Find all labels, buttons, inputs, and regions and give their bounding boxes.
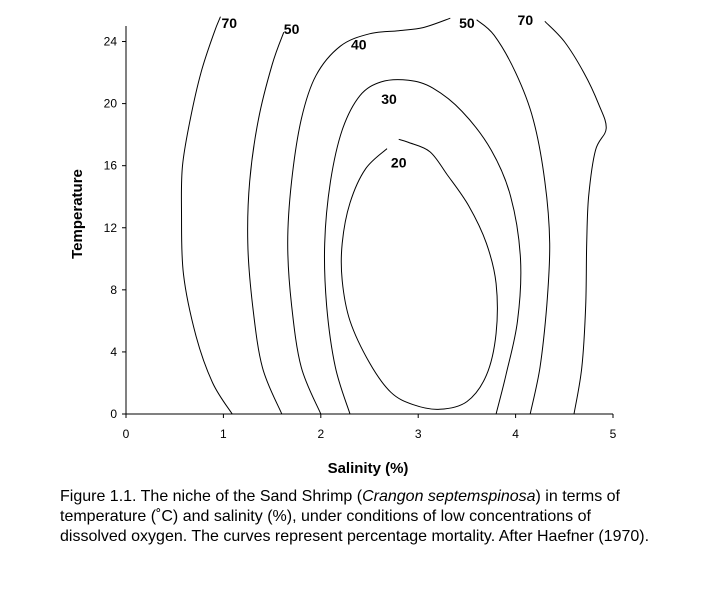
- contour-70-label: 70: [221, 15, 237, 31]
- contour-50-label: 50: [459, 15, 475, 31]
- species-name: Crangon septemspinosa: [362, 488, 536, 505]
- figure-caption: Figure 1.1. The niche of the Sand Shrimp…: [60, 487, 660, 547]
- x-tick-label: 3: [415, 427, 422, 441]
- caption-suffix: ) in terms of temperature (˚C) and salin…: [60, 488, 650, 545]
- y-tick-label: 4: [110, 345, 117, 359]
- y-tick-label: 8: [110, 283, 117, 297]
- x-tick-label: 2: [317, 427, 324, 441]
- contour-20-label: 20: [391, 155, 407, 171]
- x-tick-label: 0: [123, 427, 130, 441]
- x-tick-label: 5: [610, 427, 617, 441]
- y-axis-label: Temperature: [69, 169, 86, 259]
- contour-70-label: 70: [518, 12, 534, 28]
- contour-70-line: [544, 20, 607, 415]
- y-tick-label: 12: [104, 221, 118, 235]
- x-axis-label: Salinity (%): [328, 460, 409, 477]
- y-tick-label: 20: [104, 97, 118, 111]
- contour-curves: [180, 16, 607, 415]
- contour-50-line: [476, 19, 551, 415]
- contour-50-line: [247, 32, 285, 415]
- y-tick-label: 24: [104, 35, 118, 49]
- contour-40-line: [287, 17, 451, 415]
- y-tick-label: 16: [104, 159, 118, 173]
- contour-30-line: [323, 79, 522, 415]
- contour-40-label: 40: [351, 37, 367, 53]
- contour-labels: 70 50 40 30 20 50 70: [221, 12, 533, 171]
- contour-50-label: 50: [284, 21, 300, 37]
- contour-70-line: [180, 16, 233, 415]
- contour-30-label: 30: [381, 91, 397, 107]
- x-tick-label: 1: [220, 427, 227, 441]
- x-tick-label: 4: [512, 427, 519, 441]
- caption-prefix: Figure 1.1. The niche of the Sand Shrimp…: [60, 488, 363, 505]
- contour-20-line: [340, 138, 498, 410]
- y-tick-label: 0: [110, 407, 117, 421]
